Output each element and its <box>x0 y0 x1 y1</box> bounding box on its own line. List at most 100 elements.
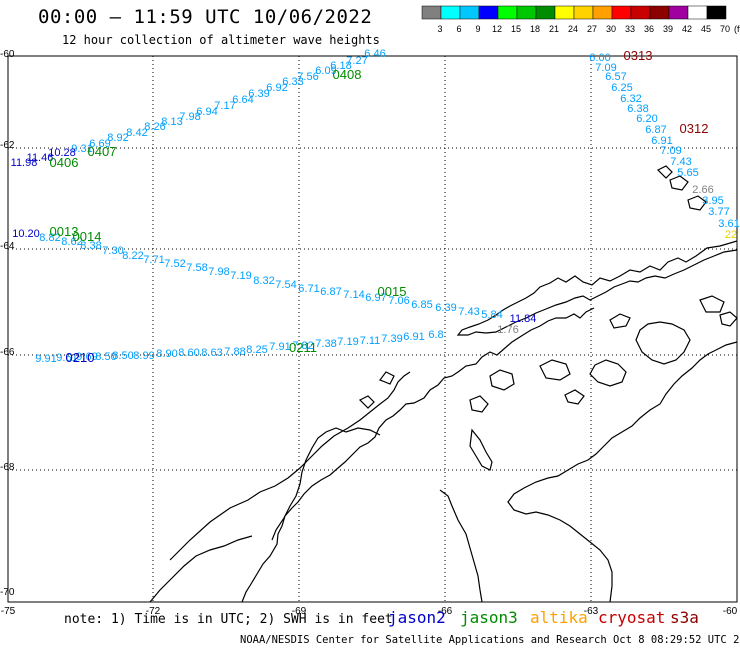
pass-label: 0013 <box>50 224 79 239</box>
wave-height-value: 6.69 <box>89 138 110 150</box>
color-scale-label: 21 <box>549 24 559 34</box>
latitude-label: -66 <box>0 347 15 358</box>
wave-height-value: 11.84 <box>510 313 537 325</box>
longitude-labels: -75 -72 -69 -66 -63 -60 <box>1 606 738 617</box>
color-scale-label: 27 <box>587 24 597 34</box>
latitude-label: -70 <box>0 587 15 598</box>
color-scale-swatch <box>459 5 480 20</box>
color-scale-swatch <box>497 5 518 20</box>
pass-label: 0015 <box>378 284 407 299</box>
longitude-label: -60 <box>723 606 738 617</box>
wave-height-value: 6.39 <box>248 88 269 100</box>
color-scale-swatch <box>649 5 670 20</box>
wave-height-value: 9.69 <box>76 351 97 363</box>
antarctic-peninsula-coastline <box>149 165 738 603</box>
page-title: 00:00 – 11:59 UTC 10/06/2022 <box>38 6 373 28</box>
color-scale-swatch <box>421 5 442 20</box>
page-subtitle: 12 hour collection of altimeter wave hei… <box>62 33 380 47</box>
longitude-label: -72 <box>146 606 161 617</box>
altimeter-tracks: 6.467.276.186.097.566.336.926.396.647.17… <box>11 48 740 365</box>
wave-height-value: 6.85 <box>411 299 432 311</box>
wave-height-value: 8.82 <box>39 232 60 244</box>
color-scale-label: 33 <box>625 24 635 34</box>
color-scale-swatch <box>535 5 556 20</box>
wave-height-value: 6.57 <box>605 71 626 83</box>
pass-label: 0312 <box>680 121 709 136</box>
wave-height-value: 6.97 <box>365 292 386 304</box>
wave-height-value: 7.19 <box>230 270 251 282</box>
wave-height-value: 6.00 <box>589 52 610 64</box>
wave-height-value: 6.25 <box>611 82 632 94</box>
wave-height-value: 6.92 <box>266 82 287 94</box>
color-scale-label: 9 <box>475 24 480 34</box>
wave-height-value: 8.50 <box>112 350 133 362</box>
wave-height-value: 8.99 <box>133 350 154 362</box>
longitude-label: -66 <box>438 606 453 617</box>
wave-height-value: 7.58 <box>186 262 207 274</box>
wave-height-value: 1.76 <box>497 324 518 336</box>
wave-height-value: 11.46 <box>27 152 54 164</box>
wave-height-value: 6.87 <box>320 286 341 298</box>
pass-label: 0408 <box>333 67 362 82</box>
color-scale-swatch <box>592 5 613 20</box>
wave-height-value: 5.84 <box>481 309 502 321</box>
color-scale-swatch <box>554 5 575 20</box>
wave-height-value: 6.71 <box>298 283 319 295</box>
wave-height-value: 6.46 <box>364 48 385 60</box>
wave-height-value: 8.62 <box>61 236 82 248</box>
pass-label: 0211 <box>289 340 317 355</box>
color-scale-label: 39 <box>663 24 673 34</box>
pass-label: 0014 <box>73 229 102 244</box>
satellite-legend-jason2: jason2 <box>388 608 446 627</box>
longitude-label: -63 <box>584 606 599 617</box>
color-scale-label: 6 <box>456 24 461 34</box>
color-scale-label: 18 <box>530 24 540 34</box>
wave-height-value: 10.20 <box>12 228 40 240</box>
wave-height-value: 7.09 <box>595 62 616 74</box>
wave-height-value: 7.11 <box>360 335 381 347</box>
satellite-legend-cryosat: cryosat <box>598 608 666 627</box>
color-scale-unit: (ft) <box>734 24 740 34</box>
wave-height-value: 7.54 <box>275 279 296 291</box>
wave-height-value: 8.63 <box>201 347 222 359</box>
wave-height-value: 8.22 <box>122 250 143 262</box>
satellite-legend-altika: altika <box>530 608 588 627</box>
color-scale-label: 45 <box>701 24 711 34</box>
wave-height-value: 8.60 <box>178 347 199 359</box>
wave-height-value: 7.17 <box>214 100 235 112</box>
wave-height-value: 7.91 <box>269 341 290 353</box>
color-scale-label: 3 <box>437 24 442 34</box>
color-scale-label: 24 <box>568 24 578 34</box>
latitude-label: -68 <box>0 462 15 473</box>
map-frame <box>7 55 738 603</box>
wave-height-value: 7.43 <box>458 306 479 318</box>
wave-height-value: 7.06 <box>388 295 409 307</box>
color-scale-swatch <box>687 5 708 20</box>
wave-height-value: 6.87 <box>645 124 666 136</box>
longitude-label: -75 <box>1 606 16 617</box>
wave-height-value: 2.66 <box>692 184 713 196</box>
wave-height-value: 7.88 <box>224 346 245 358</box>
color-scale-swatch <box>611 5 632 20</box>
color-scale-swatch <box>630 5 651 20</box>
wave-height-value: 6.09 <box>315 65 336 77</box>
wave-height-value: 6.91 <box>403 331 424 343</box>
pass-label: 0313 <box>624 48 653 63</box>
pass-label: 0407 <box>88 144 117 159</box>
wave-height-value: 10.28 <box>48 147 76 159</box>
wave-height-value: 6.91 <box>651 135 672 147</box>
wave-height-value: 9.61 <box>56 352 77 364</box>
color-scale-label: 30 <box>606 24 616 34</box>
wave-height-value: 3.77 <box>708 206 729 218</box>
wave-height-value: 8.38 <box>80 240 101 252</box>
wave-height-value: 6.32 <box>620 93 641 105</box>
wave-height-value: 8.50 <box>95 351 116 363</box>
color-scale-swatch <box>440 5 461 20</box>
satellite-legend-jason3: jason3 <box>460 608 518 627</box>
wave-height-value: 3.95 <box>702 195 723 207</box>
lat-lon-grid <box>8 56 737 602</box>
wave-height-value: 6.39 <box>435 302 456 314</box>
footer-credit: NOAA/NESDIS Center for Satellite Applica… <box>240 634 740 646</box>
